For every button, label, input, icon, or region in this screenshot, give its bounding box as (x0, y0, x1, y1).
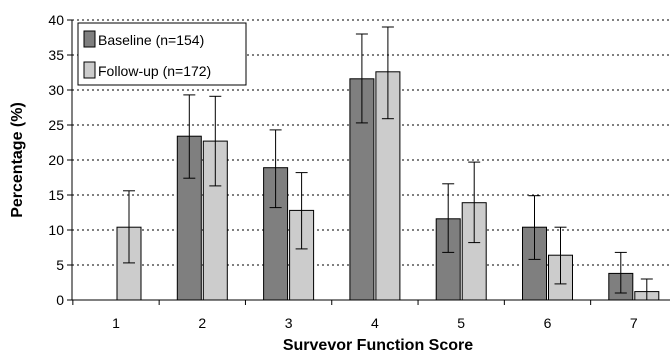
error-bars (123, 26, 653, 300)
y-tick-label: 15 (48, 187, 64, 203)
bar-baseline-5 (435, 218, 461, 301)
y-tick-label: 40 (48, 12, 64, 28)
x-tick-label: 6 (544, 315, 552, 331)
tick-labels: 0 5 10 15 20 25 30 35 40 1 2 3 4 5 6 7 (48, 12, 637, 331)
y-tick-label: 25 (48, 117, 64, 133)
y-tick-label: 10 (48, 222, 64, 238)
x-tick-label: 4 (371, 315, 379, 331)
y-tick-label: 35 (48, 47, 64, 63)
x-tick-label: 2 (198, 315, 206, 331)
x-tick-label: 7 (630, 315, 638, 331)
legend-swatch-followup (83, 61, 96, 79)
x-tick-label: 5 (457, 315, 465, 331)
x-axis-title: Survevor Function Score (283, 337, 473, 354)
x-tick-label: 3 (285, 315, 293, 331)
legend: Baseline (n=154) Follow-up (n=172) (77, 22, 247, 86)
legend-swatch-baseline (83, 30, 96, 48)
axes (67, 19, 670, 305)
legend-label-baseline: Baseline (n=154) (98, 32, 204, 48)
y-tick-label: 30 (48, 82, 64, 98)
legend-box (77, 22, 247, 86)
y-tick-label: 0 (56, 292, 64, 308)
y-tick-label: 20 (48, 152, 64, 168)
legend-label-followup: Follow-up (n=172) (98, 63, 211, 79)
y-axis-title: Percentage (%) (9, 102, 26, 218)
y-tick-label: 5 (56, 257, 64, 273)
x-tick-label: 1 (112, 315, 120, 331)
